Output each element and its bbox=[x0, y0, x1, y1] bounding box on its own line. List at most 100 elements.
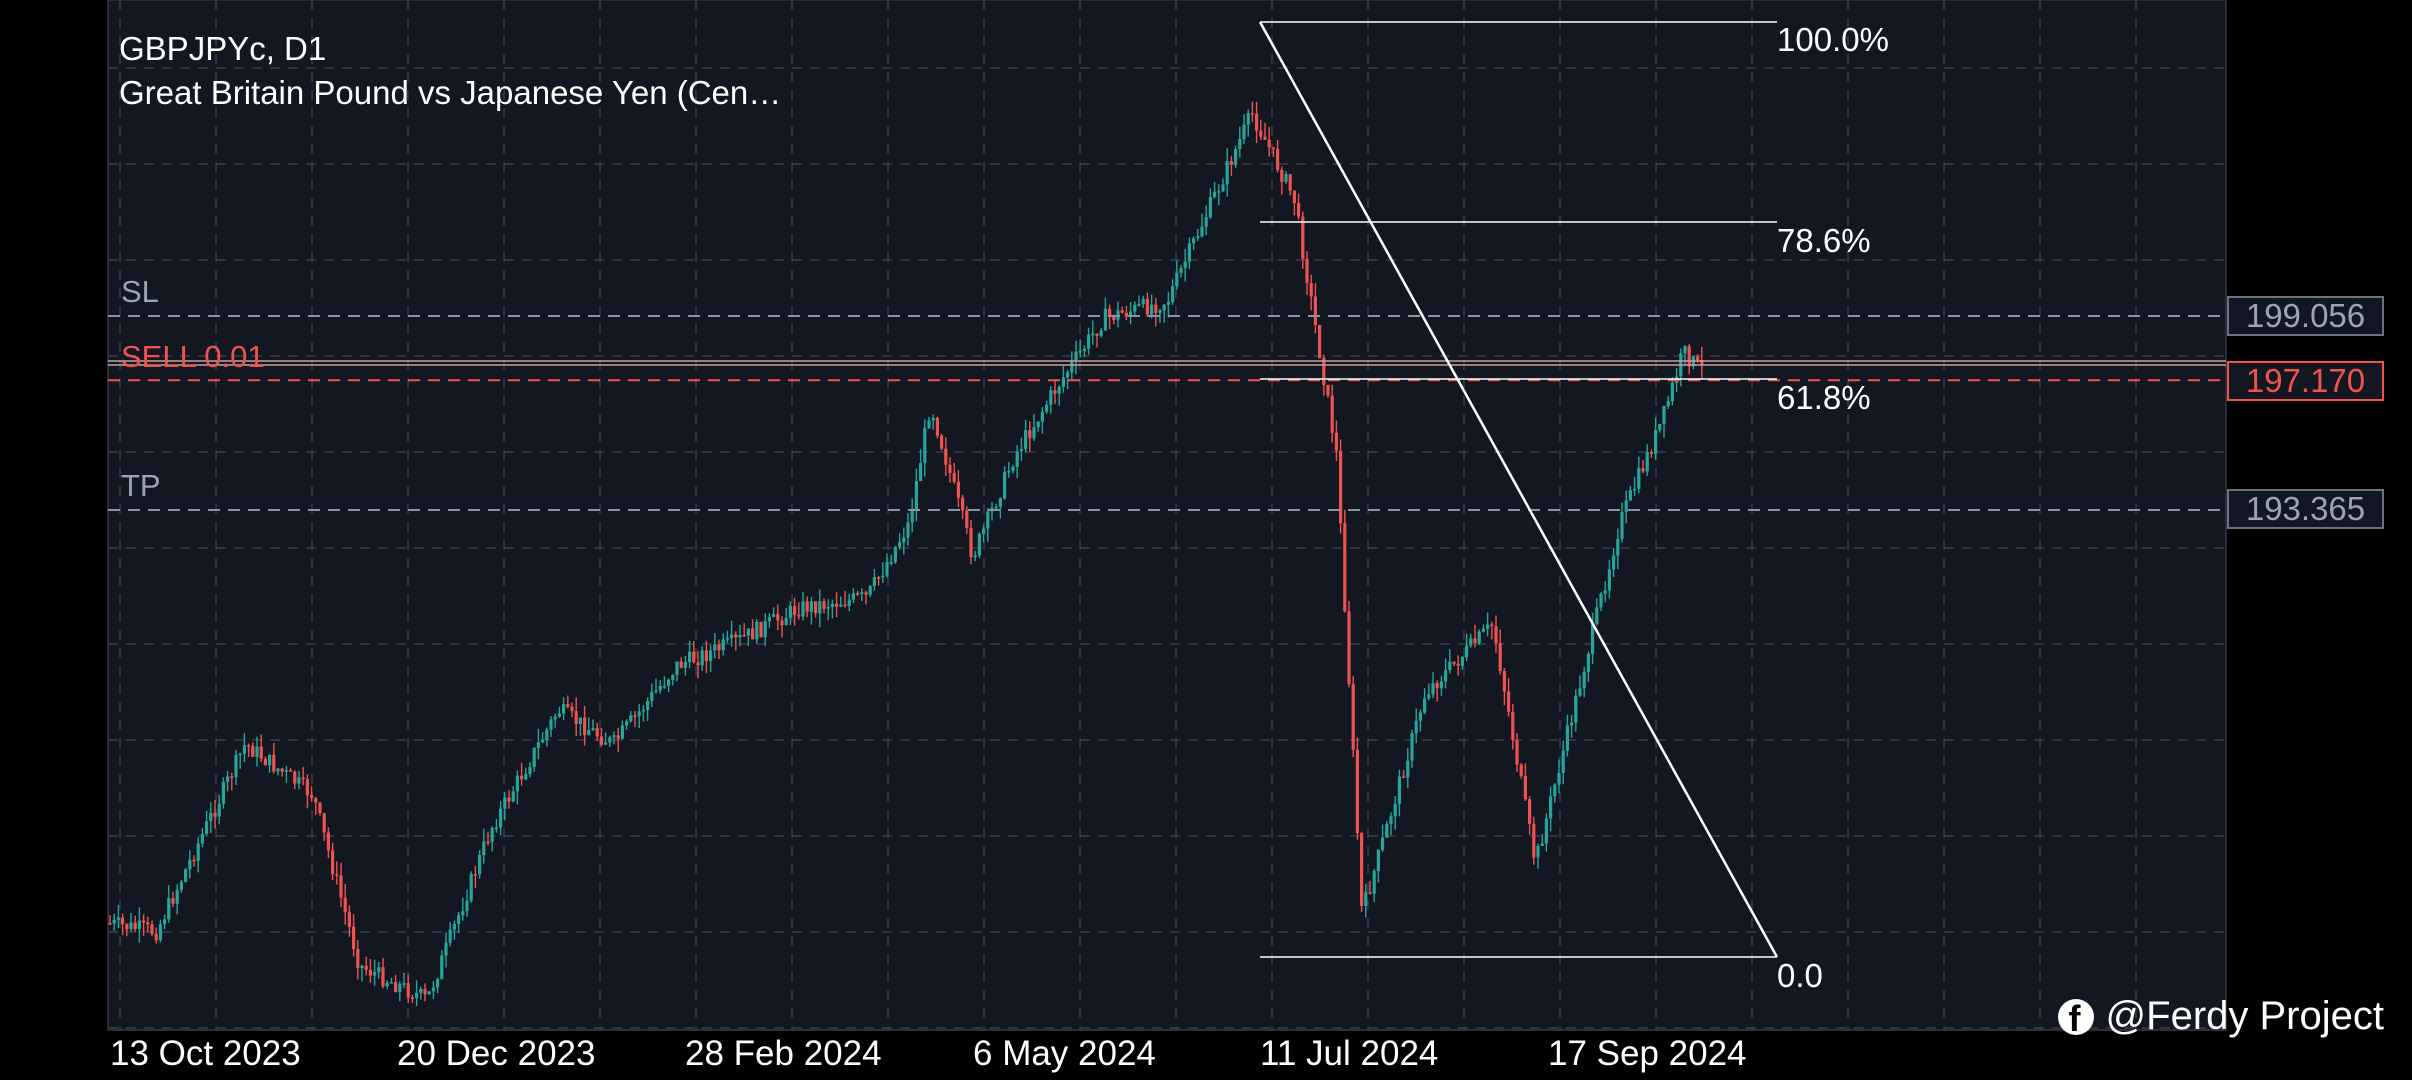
candle-body bbox=[276, 768, 280, 772]
candle-body bbox=[1061, 377, 1065, 387]
candle-body bbox=[297, 777, 301, 784]
candle-body bbox=[679, 661, 683, 668]
candle-body bbox=[1494, 626, 1498, 643]
candle-body bbox=[1578, 688, 1582, 696]
candle-body bbox=[331, 850, 335, 875]
candle-body bbox=[188, 859, 192, 870]
candle-body bbox=[1616, 538, 1620, 556]
candle-body bbox=[142, 920, 146, 923]
candle-body bbox=[923, 428, 927, 463]
candle-body bbox=[1372, 871, 1376, 894]
candle-body bbox=[1057, 386, 1061, 394]
tp-line-label[interactable]: TP bbox=[121, 468, 161, 503]
candle-body bbox=[570, 706, 574, 711]
candle-body bbox=[998, 498, 1002, 507]
candle-body bbox=[1570, 722, 1574, 726]
candle-body bbox=[1654, 429, 1658, 454]
candle-body bbox=[541, 739, 545, 743]
candle-body bbox=[440, 955, 444, 980]
candle-body bbox=[318, 802, 322, 814]
candle-body bbox=[284, 770, 288, 772]
candle-body bbox=[562, 704, 566, 714]
candle-body bbox=[788, 605, 792, 618]
candle-body bbox=[486, 841, 490, 844]
candle-body bbox=[1003, 471, 1007, 499]
candle-body bbox=[1297, 202, 1301, 217]
candle-body bbox=[1696, 356, 1700, 361]
candle-body bbox=[557, 713, 561, 717]
candle-body bbox=[1171, 286, 1175, 302]
candle-body bbox=[373, 972, 377, 976]
candle-body bbox=[1196, 236, 1200, 239]
candle-body bbox=[721, 639, 725, 651]
candle-body bbox=[251, 745, 255, 757]
candle-body bbox=[1183, 261, 1187, 268]
candle-body bbox=[175, 889, 179, 904]
candle-body bbox=[692, 651, 696, 663]
candle-body bbox=[822, 601, 826, 609]
candle-body bbox=[633, 715, 637, 717]
candle-body bbox=[125, 924, 129, 930]
candle-body bbox=[662, 685, 666, 688]
sell-line-label[interactable]: SELL 0.01 bbox=[121, 339, 265, 374]
candle-body bbox=[1620, 511, 1624, 539]
candle-body bbox=[864, 592, 868, 595]
candle-body bbox=[1423, 698, 1427, 713]
candle-body bbox=[490, 828, 494, 842]
candle-body bbox=[1641, 468, 1645, 472]
candle-body bbox=[696, 662, 700, 666]
candle-body bbox=[1582, 671, 1586, 689]
candle-body bbox=[1624, 500, 1628, 512]
candle-body bbox=[986, 511, 990, 529]
candle-body bbox=[1393, 803, 1397, 817]
candle-body bbox=[503, 797, 507, 809]
candle-body bbox=[1150, 304, 1154, 315]
candle-body bbox=[289, 770, 293, 772]
candle-body bbox=[1019, 448, 1023, 452]
candle-body bbox=[1389, 816, 1393, 824]
candle-body bbox=[1368, 892, 1372, 894]
candle-body bbox=[910, 511, 914, 523]
candle-body bbox=[1456, 663, 1460, 666]
candle-body bbox=[717, 644, 721, 651]
candle-body bbox=[725, 637, 729, 640]
candle-body bbox=[1586, 653, 1590, 672]
candle-body bbox=[1532, 823, 1536, 858]
candle-body bbox=[1120, 310, 1124, 313]
chart-area[interactable] bbox=[108, 0, 2226, 1030]
candle-body bbox=[1074, 351, 1078, 362]
candle-body bbox=[1683, 346, 1687, 354]
candle-body bbox=[1313, 296, 1317, 326]
candle-body bbox=[158, 924, 162, 941]
candle-body bbox=[1129, 311, 1133, 317]
candle-body bbox=[755, 621, 759, 640]
candle-body bbox=[1267, 139, 1271, 148]
candle-body bbox=[919, 462, 923, 482]
candle-body bbox=[1452, 661, 1456, 664]
candle-body bbox=[591, 727, 595, 731]
candle-body bbox=[1250, 113, 1254, 115]
candle-body bbox=[784, 617, 788, 626]
candle-body bbox=[1418, 712, 1422, 721]
candle-body bbox=[1095, 333, 1099, 336]
candle-body bbox=[356, 948, 360, 968]
candle-body bbox=[427, 991, 431, 995]
candle-body bbox=[184, 869, 188, 882]
candle-body bbox=[688, 651, 692, 663]
candle-body bbox=[1301, 216, 1305, 259]
candle-body bbox=[247, 745, 251, 747]
candle-body bbox=[230, 776, 234, 778]
candle-body bbox=[385, 982, 389, 987]
candle-body bbox=[1448, 661, 1452, 671]
candle-body bbox=[1355, 749, 1359, 834]
candle-body bbox=[263, 758, 267, 766]
candle-body bbox=[1246, 113, 1250, 125]
candle-body bbox=[154, 933, 158, 941]
candle-body bbox=[339, 875, 343, 898]
candle-body bbox=[499, 808, 503, 828]
sl-line-label[interactable]: SL bbox=[121, 274, 159, 309]
candle-body bbox=[935, 417, 939, 436]
symbol-description: Great Britain Pound vs Japanese Yen (Cen… bbox=[119, 74, 782, 111]
candle-body bbox=[1326, 384, 1330, 396]
